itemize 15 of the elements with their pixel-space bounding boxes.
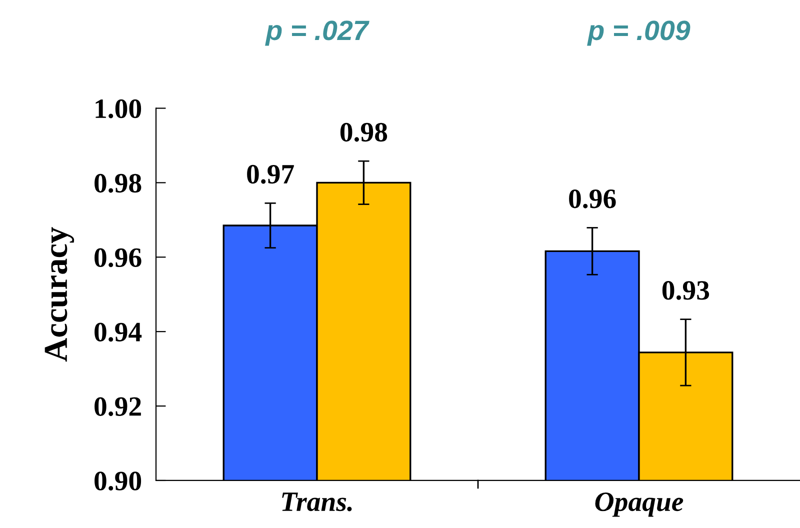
y-tick-label: 0.92: [94, 397, 141, 416]
y-tick-label: 0.90: [94, 472, 142, 491]
data-label: 0.98: [340, 122, 388, 142]
y-tick-label: 0.94: [94, 322, 142, 342]
data-label: 0.96: [569, 189, 616, 208]
x-tick-label: Trans.: [282, 492, 352, 512]
y-tick-label: 1.00: [96, 99, 142, 118]
text: p = .009: [587, 20, 690, 46]
y-tick-label: 0.98: [94, 174, 142, 193]
y-tick-label: 0.96: [94, 248, 142, 268]
data-label: 0.93: [662, 281, 710, 300]
data-label: 0.97: [247, 164, 294, 184]
y-axis-title: Accuracy: [44, 227, 74, 362]
x-tick-label: Opaque: [595, 492, 684, 517]
text: p = .027: [265, 20, 370, 46]
